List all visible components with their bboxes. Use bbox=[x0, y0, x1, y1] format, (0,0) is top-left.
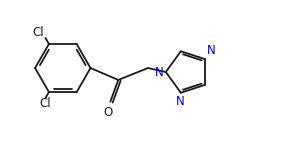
Text: Cl: Cl bbox=[39, 97, 51, 110]
Text: N: N bbox=[155, 66, 164, 78]
Text: O: O bbox=[104, 106, 113, 119]
Text: Cl: Cl bbox=[32, 26, 44, 39]
Text: N: N bbox=[175, 95, 184, 108]
Text: N: N bbox=[207, 44, 215, 57]
